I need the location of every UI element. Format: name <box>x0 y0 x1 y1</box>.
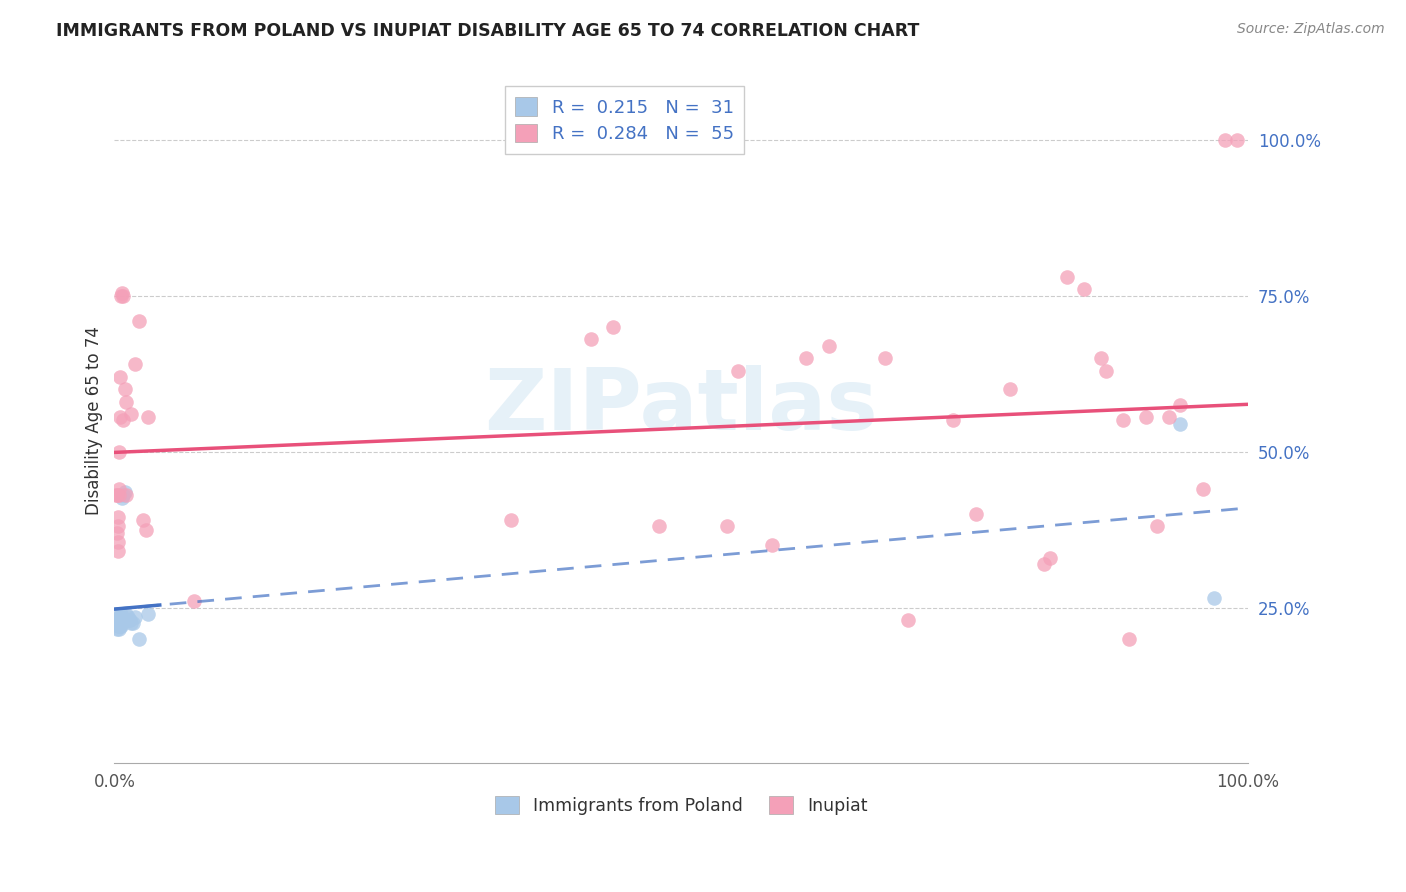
Point <box>114 394 136 409</box>
Legend: Immigrants from Poland, Inupiat: Immigrants from Poland, Inupiat <box>486 788 876 823</box>
Point <box>108 616 131 631</box>
Point <box>138 410 160 425</box>
Point <box>114 607 136 621</box>
Point <box>794 351 817 365</box>
Point <box>108 610 131 624</box>
Point <box>1202 591 1225 606</box>
Point <box>111 285 134 300</box>
Text: Source: ZipAtlas.com: Source: ZipAtlas.com <box>1237 22 1385 37</box>
Point <box>108 444 131 458</box>
Point <box>118 613 141 627</box>
Point <box>579 332 602 346</box>
Point <box>120 407 142 421</box>
Point <box>108 623 131 637</box>
Point <box>107 510 129 524</box>
Point <box>107 613 129 627</box>
Point <box>112 413 135 427</box>
Point <box>128 632 150 646</box>
Point <box>108 369 131 384</box>
Point <box>761 538 783 552</box>
Point <box>108 488 131 502</box>
Point <box>107 535 129 549</box>
Point <box>647 519 669 533</box>
Point <box>875 351 897 365</box>
Point <box>1213 133 1236 147</box>
Point <box>108 619 131 633</box>
Point <box>107 619 129 633</box>
Point <box>108 613 131 627</box>
Point <box>111 491 134 506</box>
Point <box>602 319 624 334</box>
Point <box>1226 133 1249 147</box>
Point <box>110 289 132 303</box>
Point <box>965 507 987 521</box>
Point <box>114 382 136 396</box>
Point <box>501 513 523 527</box>
Point <box>120 616 142 631</box>
Point <box>105 623 128 637</box>
Point <box>105 488 128 502</box>
Point <box>1118 632 1140 646</box>
Point <box>897 613 920 627</box>
Point <box>107 607 129 621</box>
Point <box>114 488 136 502</box>
Point <box>1032 557 1054 571</box>
Point <box>1056 270 1078 285</box>
Point <box>817 338 839 352</box>
Point <box>1112 413 1135 427</box>
Point <box>115 613 138 627</box>
Point <box>183 594 205 608</box>
Point <box>110 607 132 621</box>
Point <box>124 357 146 371</box>
Point <box>135 523 157 537</box>
Point <box>120 613 142 627</box>
Point <box>121 616 143 631</box>
Point <box>1073 283 1095 297</box>
Y-axis label: Disability Age 65 to 74: Disability Age 65 to 74 <box>86 326 103 515</box>
Point <box>107 544 129 558</box>
Point <box>1146 519 1168 533</box>
Point <box>1168 417 1191 431</box>
Point <box>105 525 128 540</box>
Point <box>114 485 136 500</box>
Point <box>110 619 132 633</box>
Point <box>1157 410 1180 425</box>
Point <box>1135 410 1157 425</box>
Text: ZIPatlas: ZIPatlas <box>484 365 879 449</box>
Point <box>727 363 749 377</box>
Point <box>110 616 132 631</box>
Point <box>1095 363 1118 377</box>
Point <box>942 413 965 427</box>
Point <box>111 610 134 624</box>
Point <box>112 289 135 303</box>
Point <box>112 488 135 502</box>
Point <box>105 616 128 631</box>
Point <box>108 482 131 496</box>
Point <box>132 513 155 527</box>
Point <box>104 613 127 627</box>
Point <box>107 519 129 533</box>
Point <box>117 610 139 624</box>
Point <box>716 519 738 533</box>
Point <box>1090 351 1112 365</box>
Point <box>138 607 160 621</box>
Point <box>998 382 1021 396</box>
Point <box>1168 398 1191 412</box>
Point <box>128 313 150 327</box>
Point <box>104 488 127 502</box>
Point <box>1039 550 1062 565</box>
Point <box>1191 482 1213 496</box>
Text: IMMIGRANTS FROM POLAND VS INUPIAT DISABILITY AGE 65 TO 74 CORRELATION CHART: IMMIGRANTS FROM POLAND VS INUPIAT DISABI… <box>56 22 920 40</box>
Point <box>108 410 131 425</box>
Point <box>108 613 131 627</box>
Point <box>124 610 146 624</box>
